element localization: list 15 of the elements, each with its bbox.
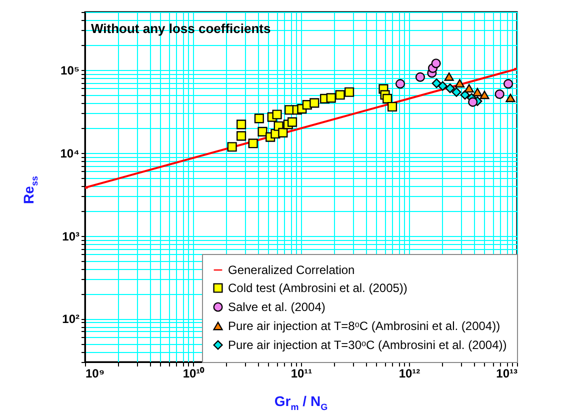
x-tick-label: 10¹³ [496, 366, 518, 380]
legend-label: Cold test (Ambrosini et al. (2005)) [228, 281, 408, 295]
x-tick-label: 10¹⁰ [182, 366, 206, 380]
y-tick-label: 10² [62, 312, 80, 326]
y-tick-label: 10³ [62, 229, 80, 244]
x-tick-label: 10⁹ [86, 366, 105, 380]
x-axis-title: Gr$_{m}$ / N$_{G}$ [274, 393, 328, 412]
legend-label: Pure air injection at T=8ᵒC (Ambrosini et al. (2004)) [228, 319, 500, 333]
legend-label: Generalized Correlation [228, 263, 355, 277]
x-tick-label: 10¹¹ [290, 366, 312, 380]
legend-label: Salve et al. (2004) [228, 300, 326, 314]
x-tick-label: 10¹² [398, 366, 420, 380]
y-tick-label: 10⁴ [60, 146, 80, 160]
legend-label: Pure air injection at T=30ᵒC (Ambrosini et al. (2004)) [228, 338, 507, 352]
y-tick-label: 10⁵ [60, 63, 80, 78]
